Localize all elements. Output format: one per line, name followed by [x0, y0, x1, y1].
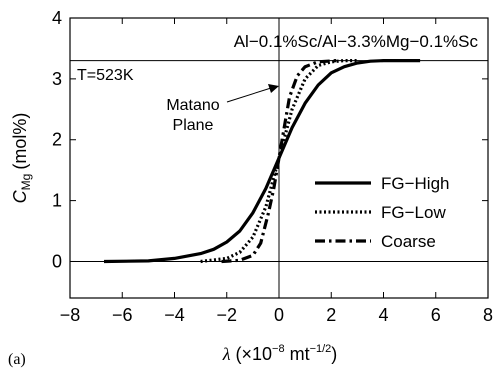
x-tick-label: 2: [326, 305, 336, 325]
matano-arrow-head: [268, 84, 279, 93]
y-axis-label: CMg (mol%): [10, 113, 33, 204]
x-tick-label: −8: [60, 305, 81, 325]
legend-label-1: FG−Low: [381, 203, 446, 222]
x-label-post: ): [331, 344, 337, 364]
x-label-pre: (×10: [236, 344, 273, 364]
y-tick-label: 1: [52, 191, 62, 211]
series-line-1: [200, 58, 358, 264]
panel-label: (a): [8, 351, 26, 368]
y-label-subscript: Mg: [19, 174, 33, 191]
temperature-label: T=523K: [77, 67, 134, 84]
y-label-main: C: [10, 189, 30, 203]
x-tick-label: 4: [378, 305, 388, 325]
matano-label-line2: Plane: [173, 117, 214, 134]
y-tick-label: 2: [52, 130, 62, 150]
y-label-unit: (mol%): [10, 113, 30, 170]
x-tick-label: 0: [274, 305, 284, 325]
x-tick-label: 8: [483, 305, 493, 325]
series-line-2: [221, 59, 337, 264]
x-tick-label: 6: [431, 305, 441, 325]
x-label-main: λ: [222, 344, 231, 364]
matano-arrow-line: [226, 87, 272, 103]
title-box-label: Al−0.1%Sc/Al−3.3%Mg−0.1%Sc: [234, 32, 479, 51]
x-axis-label: λ (×10−8 mt−1/2): [222, 343, 338, 364]
x-tick-label: −4: [164, 305, 185, 325]
legend-label-0: FG−High: [381, 174, 450, 193]
x-label-mid: mt: [285, 344, 310, 364]
legend: FG−High FG−Low Coarse: [315, 174, 450, 251]
x-label-exp2: −1/2: [310, 343, 332, 355]
x-tick-label: −2: [216, 305, 237, 325]
series-layer: [103, 58, 421, 264]
x-tick-label: −6: [112, 305, 133, 325]
legend-label-2: Coarse: [381, 232, 436, 251]
y-tick-label: 3: [52, 69, 62, 89]
axis-ticks: −8 −6 −4 −2 0 2 4 6 8 0 1 2 3 4: [52, 8, 493, 325]
x-label-exp: −8: [272, 343, 285, 355]
y-tick-label: 0: [52, 251, 62, 271]
y-tick-label: 4: [52, 8, 62, 28]
matano-label-line1: Matano: [166, 97, 219, 114]
series-line-0: [103, 58, 421, 264]
